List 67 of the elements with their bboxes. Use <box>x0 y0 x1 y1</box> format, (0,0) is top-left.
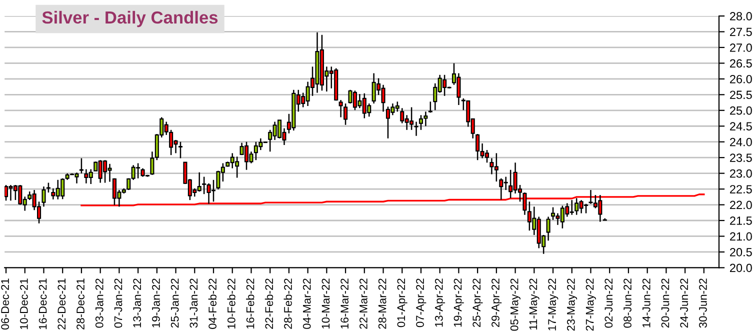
x-tick-label: 30-Jun-22 <box>699 278 707 328</box>
candlestick <box>42 186 46 208</box>
x-tick-label: 10-Feb-22 <box>227 278 236 329</box>
x-tick-label: 02-Jun-22 <box>604 278 613 328</box>
x-tick-label: 10-Dec-21 <box>20 278 28 330</box>
chart-title: Silver - Daily Candles <box>42 10 218 28</box>
y-tick-label: 20.5 <box>730 248 752 256</box>
x-tick-label: 07-Apr-22 <box>416 278 426 328</box>
x-tick-label: 28-Dec-21 <box>76 278 84 330</box>
x-tick-label: 27-May-22 <box>586 278 596 331</box>
y-tick-label: 21.0 <box>730 232 752 241</box>
x-tick-label: 29-Apr-22 <box>492 278 502 327</box>
y-tick-label: 27.0 <box>730 43 752 52</box>
y-tick-label: 26.0 <box>730 74 752 84</box>
x-tick-label: 06-Dec-21 <box>1 278 9 330</box>
x-tick-label: 10-Mar-22 <box>322 278 330 329</box>
x-tick-label: 16-Dec-21 <box>38 278 47 330</box>
x-tick-label: 07-Jan-22 <box>114 278 122 328</box>
x-tick-label: 23-May-22 <box>566 278 578 331</box>
x-tick-label: 04-Feb-22 <box>208 278 216 329</box>
y-tick-label: 24.0 <box>730 138 752 146</box>
x-tick-label: 20-Jun-22 <box>661 278 670 328</box>
x-tick-label: 22-Feb-22 <box>264 278 274 329</box>
x-tick-label: 28-Feb-22 <box>284 278 292 329</box>
candlestick <box>484 149 490 164</box>
y-tick-label: 26.5 <box>730 59 752 68</box>
x-tick-label: 03-Jan-22 <box>95 278 104 328</box>
x-tick-label: 08-Jun-22 <box>624 278 632 328</box>
candlestick <box>546 216 550 242</box>
candlestick <box>244 141 249 170</box>
y-tick-label: 20.0 <box>730 264 752 272</box>
candlestick <box>414 121 418 136</box>
x-tick-label: 19-Jan-22 <box>152 278 160 328</box>
y-tick-label: 22.0 <box>730 200 752 210</box>
x-tick-label: 31-Jan-22 <box>190 278 198 328</box>
x-tick-label: 13-Apr-22 <box>434 278 446 327</box>
x-tick-label: 16-Mar-22 <box>340 278 349 329</box>
candlestick <box>211 179 216 202</box>
x-tick-label: 01-Apr-22 <box>397 278 408 328</box>
y-tick-label: 21.5 <box>730 216 752 225</box>
y-tick-label: 27.5 <box>730 28 752 36</box>
x-tick-label: 11-May-22 <box>529 278 540 330</box>
x-tick-label: 24-Jun-22 <box>680 278 688 328</box>
x-tick-label: 16-Feb-22 <box>246 278 254 329</box>
candlestick <box>46 182 50 194</box>
x-tick-label: 22-Mar-22 <box>360 278 368 329</box>
x-tick-label: 22-Dec-21 <box>58 278 66 330</box>
y-tick-label: 24.5 <box>730 122 752 131</box>
x-tick-label: 17-May-22 <box>548 278 558 330</box>
candlestick <box>550 206 556 220</box>
candlestick <box>178 141 183 159</box>
y-tick-label: 23.0 <box>730 169 752 178</box>
y-tick-label: 25.0 <box>730 106 752 115</box>
x-tick-label: 13-Jan-22 <box>133 278 142 328</box>
x-tick-label: 14-Jun-22 <box>642 278 650 328</box>
candlestick <box>344 102 348 126</box>
x-tick-label: 05-May-22 <box>510 278 520 331</box>
y-tick-label: 22.5 <box>730 185 752 194</box>
x-tick-label: 28-Mar-22 <box>378 278 386 329</box>
x-tick-label: 04-Mar-22 <box>302 278 311 329</box>
y-tick-label: 28.0 <box>730 12 752 20</box>
y-tick-label: 23.5 <box>730 154 752 162</box>
candlestick <box>338 99 343 118</box>
x-tick-label: 25-Jan-22 <box>170 278 179 328</box>
x-tick-label: 19-Apr-22 <box>454 278 464 327</box>
x-tick-label: 25-Apr-22 <box>472 278 483 327</box>
y-tick-label: 25.5 <box>730 90 752 100</box>
